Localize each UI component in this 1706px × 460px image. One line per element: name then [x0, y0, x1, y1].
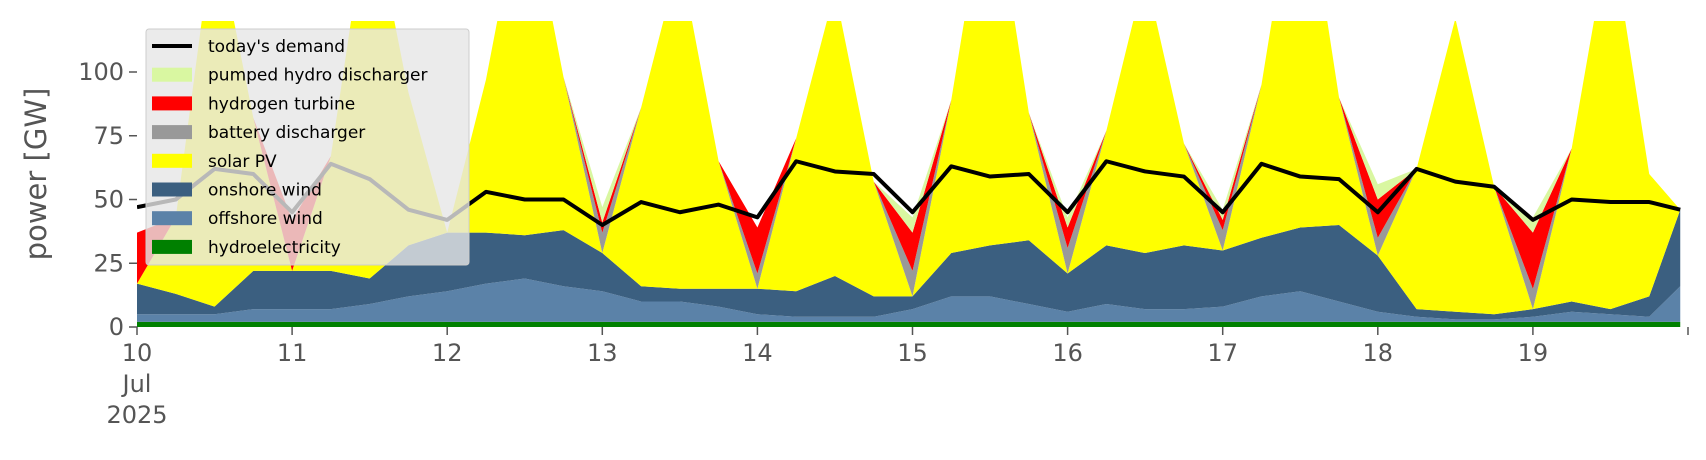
x-tick-label: 12 — [432, 339, 463, 367]
legend-swatch — [152, 96, 192, 111]
legend-label: hydrogen turbine — [208, 94, 355, 114]
legend-label: offshore wind — [208, 209, 323, 229]
legend-label: battery discharger — [208, 123, 365, 143]
legend-swatch — [152, 211, 192, 226]
y-tick-label: 25 — [93, 249, 124, 277]
legend-frame — [145, 28, 470, 266]
legend-label: hydroelectricity — [208, 238, 341, 258]
y-tick-label: 100 — [78, 58, 124, 86]
legend-swatch — [152, 153, 192, 168]
legend-label: pumped hydro discharger — [208, 66, 427, 86]
x-tick-label: 13 — [587, 339, 618, 367]
legend-swatch — [152, 125, 192, 140]
x-tick-label: 14 — [742, 339, 773, 367]
y-tick-label: 0 — [109, 313, 124, 341]
x-tick-label: 16 — [1052, 339, 1083, 367]
x-tick-label: 17 — [1207, 339, 1238, 367]
x-tick-label: 2025 — [106, 401, 167, 429]
area-hydroelectricity — [137, 321, 1681, 327]
x-tick-label: 15 — [897, 339, 928, 367]
y-axis-label: power [GW] — [19, 88, 53, 261]
x-tick-label: Jul — [121, 370, 152, 398]
legend-swatch — [152, 239, 192, 254]
legend-label: today's demand — [208, 37, 345, 57]
legend: today's demand pumped hydro discharger hyd… — [145, 28, 470, 266]
area-offshore-wind — [137, 278, 1681, 322]
x-tick-label: 19 — [1518, 339, 1549, 367]
legend-label: solar PV — [208, 152, 277, 172]
x-tick-label: 18 — [1363, 339, 1394, 367]
area-battery-discharger — [137, 21, 1681, 310]
legend-swatch — [152, 67, 192, 82]
y-tick-label: 75 — [93, 122, 124, 150]
axes: 0 25 50 75 100 10 Jul 2025 11 12 13 14 15 16 17 18 19 — [78, 58, 1689, 429]
y-tick-label: 50 — [93, 186, 124, 214]
legend-swatch — [152, 182, 192, 197]
x-tick-label: 11 — [277, 339, 308, 367]
x-tick-label: 10 — [122, 339, 153, 367]
area-onshore-wind — [137, 209, 1681, 320]
area-solar-pv — [137, 21, 1681, 315]
legend-label: onshore wind — [208, 181, 322, 201]
